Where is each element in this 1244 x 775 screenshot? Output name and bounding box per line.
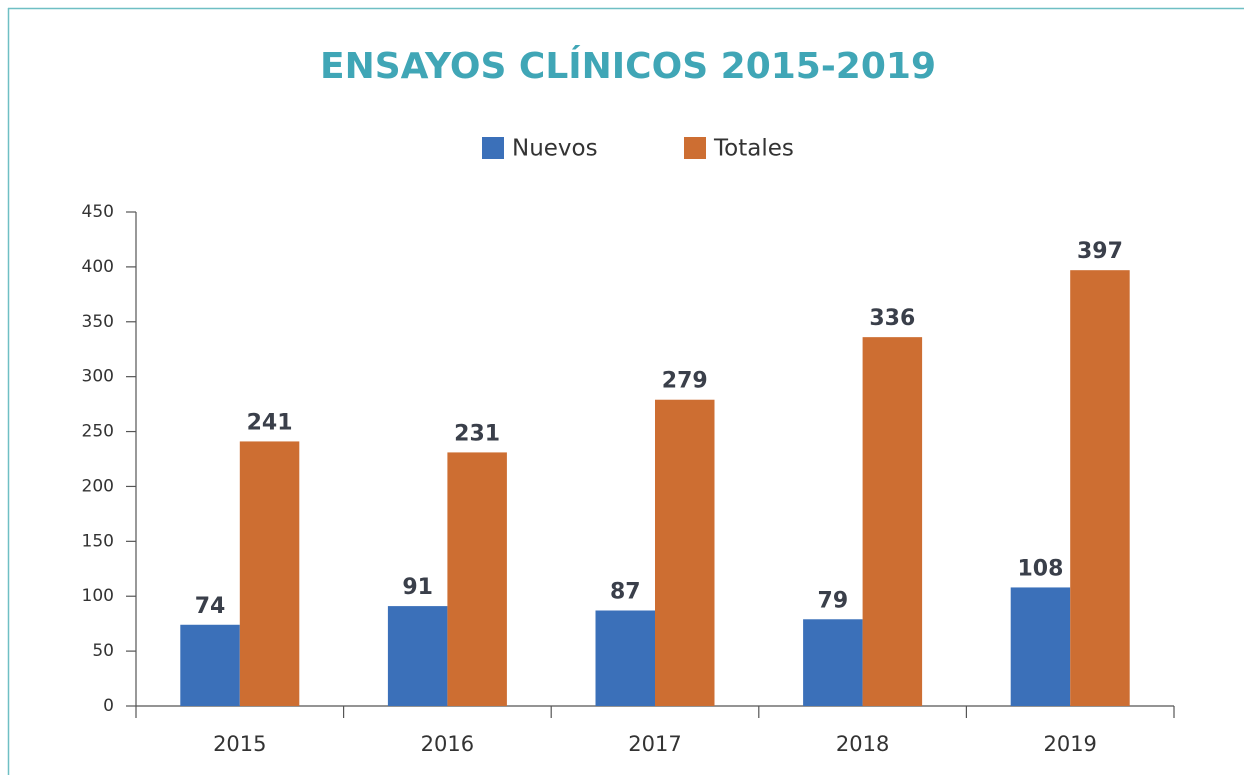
data-label: 79 — [818, 588, 849, 613]
y-tick-label: 150 — [82, 531, 114, 551]
bar — [862, 337, 923, 706]
bar — [447, 452, 507, 706]
data-label: 241 — [247, 410, 293, 435]
x-tick-label: 2018 — [836, 732, 889, 756]
legend-swatch — [684, 137, 706, 159]
data-label: 397 — [1077, 239, 1123, 264]
y-tick-label: 50 — [92, 641, 114, 661]
data-label: 91 — [402, 575, 433, 600]
data-label: 336 — [869, 306, 915, 331]
legend-label: Totales — [713, 136, 794, 162]
y-tick-label: 100 — [82, 586, 114, 606]
chart-title: ENSAYOS CLÍNICOS 2015-2019 — [320, 45, 936, 87]
bar — [387, 606, 448, 706]
x-tick-label: 2017 — [628, 732, 681, 756]
bar — [803, 619, 863, 706]
y-tick-label: 450 — [82, 202, 114, 222]
y-tick-label: 400 — [82, 257, 114, 277]
data-label: 74 — [195, 594, 226, 619]
y-tick-label: 0 — [103, 696, 114, 716]
x-tick-label: 2016 — [421, 732, 474, 756]
x-tick-label: 2019 — [1043, 732, 1096, 756]
y-tick-label: 300 — [82, 367, 114, 387]
bar — [180, 624, 240, 706]
bar — [1010, 587, 1071, 706]
data-label: 87 — [610, 579, 641, 604]
legend-label: Nuevos — [512, 136, 598, 162]
bar — [239, 441, 300, 706]
bar — [655, 399, 715, 706]
y-tick-label: 200 — [82, 476, 114, 496]
data-label: 231 — [454, 421, 500, 446]
y-tick-label: 250 — [82, 422, 114, 442]
x-tick-label: 2015 — [213, 732, 266, 756]
y-tick-label: 350 — [82, 312, 114, 332]
legend-swatch — [482, 137, 504, 159]
data-label: 279 — [662, 369, 708, 394]
bar — [595, 610, 655, 706]
data-label: 108 — [1017, 556, 1063, 581]
bar — [1070, 270, 1130, 706]
